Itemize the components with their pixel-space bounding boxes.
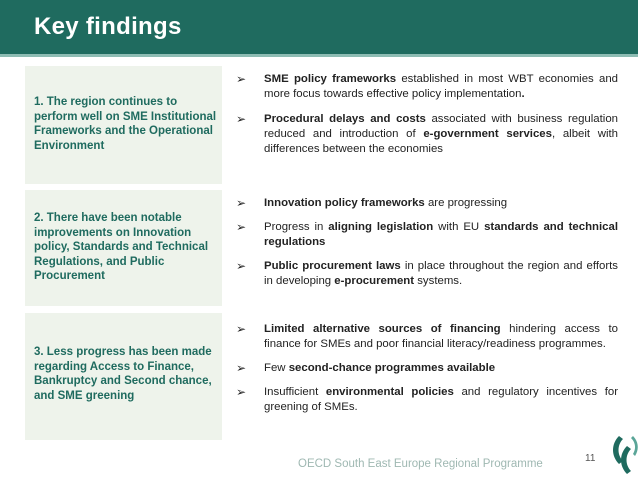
arrow-bullet-icon: ➢ bbox=[236, 259, 247, 273]
bullet-bold-phrase: Public procurement laws bbox=[264, 260, 401, 272]
finding-box-1: 1. The region continues to perform well … bbox=[25, 66, 222, 184]
arrow-bullet-icon: ➢ bbox=[236, 220, 247, 234]
arrow-bullet-icon: ➢ bbox=[236, 385, 247, 399]
bullet-text-segment: hindering access to finance for SMEs and… bbox=[264, 323, 618, 350]
bullet-text-segment: Progress in bbox=[264, 221, 329, 233]
finding-label-3: 3. Less progress has been made regarding… bbox=[34, 346, 212, 402]
bullet-item: ➢ Progress in aligning legislation with … bbox=[236, 220, 618, 250]
bullet-text: Procedural delays and costs associated w… bbox=[264, 113, 618, 155]
bullet-bold-phrase: standards and technical regulations bbox=[264, 221, 618, 248]
arrow-bullet-icon: ➢ bbox=[236, 322, 247, 336]
bullet-item: ➢ Few second-chance programmes available bbox=[236, 361, 618, 376]
bullet-item: ➢ Public procurement laws in place throu… bbox=[236, 259, 618, 289]
bullet-text-segment: associated with business regulation redu… bbox=[264, 113, 618, 140]
arrow-bullet-icon: ➢ bbox=[236, 112, 247, 126]
bullet-text: Progress in aligning legislation with EU… bbox=[264, 221, 618, 248]
arrow-bullet-icon: ➢ bbox=[236, 72, 247, 86]
arrow-bullet-icon: ➢ bbox=[236, 361, 247, 375]
bullet-bold-phrase: e-government services bbox=[423, 128, 552, 140]
bullet-bold-phrase: environmental policies bbox=[325, 386, 454, 398]
bullet-bold-phrase: Procedural delays and costs bbox=[264, 113, 426, 125]
bullet-text: Few second-chance programmes available bbox=[264, 362, 495, 374]
bullet-text-segment: , albeit with differences between the ec… bbox=[264, 128, 619, 155]
finding-box-2: 2. There have been notable improvements … bbox=[25, 190, 222, 306]
bullet-bold-phrase: Innovation policy frameworks bbox=[264, 197, 425, 209]
bullet-text: Innovation policy frameworks are progres… bbox=[264, 197, 507, 209]
bullet-bold-phrase: . bbox=[521, 88, 525, 100]
bullet-text-segment: Insufficient bbox=[264, 386, 326, 398]
bullet-item: ➢ Insufficient environmental policies an… bbox=[236, 385, 618, 415]
arrow-bullet-icon: ➢ bbox=[236, 196, 247, 210]
bullet-bold-phrase: SME policy frameworks bbox=[264, 73, 397, 85]
bullet-text-segment: Few bbox=[264, 362, 289, 374]
finding-bullets-3: ➢ Limited alternative sources of financi… bbox=[236, 322, 618, 415]
page-title: Key findings bbox=[34, 13, 182, 40]
bullet-item: ➢ Limited alternative sources of financi… bbox=[236, 322, 618, 352]
bullet-text: Limited alternative sources of financing… bbox=[264, 323, 618, 350]
bullet-text: SME policy frameworks established in mos… bbox=[264, 73, 618, 100]
bullet-text: Insufficient environmental policies and … bbox=[264, 386, 618, 413]
finding-label-2: 2. There have been notable improvements … bbox=[34, 212, 209, 282]
finding-box-3: 3. Less progress has been made regarding… bbox=[25, 313, 222, 440]
bullet-bold-phrase: Limited alternative sources of financing bbox=[264, 323, 501, 335]
finding-label-1: 1. The region continues to perform well … bbox=[34, 96, 217, 152]
bullet-item: ➢ Procedural delays and costs associated… bbox=[236, 112, 618, 157]
bullet-bold-phrase: aligning legislation bbox=[328, 221, 434, 233]
header-bar: Key findings bbox=[0, 0, 638, 57]
header-underline bbox=[0, 54, 638, 57]
bullet-bold-phrase: second-chance programmes available bbox=[288, 362, 496, 374]
oecd-logo-icon bbox=[613, 436, 638, 474]
finding-bullets-2: ➢ Innovation policy frameworks are progr… bbox=[236, 196, 618, 289]
bullet-text-segment: systems. bbox=[414, 275, 463, 287]
bullet-text-segment: with EU bbox=[433, 221, 485, 233]
bullet-item: ➢ Innovation policy frameworks are progr… bbox=[236, 196, 618, 211]
bullet-text-segment: in place throughout the region and effor… bbox=[264, 260, 618, 287]
finding-bullets-1: ➢ SME policy frameworks established in m… bbox=[236, 72, 618, 157]
bullet-text-segment: are progressing bbox=[424, 197, 508, 209]
bullet-text-segment: established in most WBT economies and mo… bbox=[264, 73, 619, 100]
page-number: 11 bbox=[585, 453, 596, 464]
bullet-text: Public procurement laws in place through… bbox=[264, 260, 618, 287]
footer-programme-name: OECD South East Europe Regional Programm… bbox=[298, 458, 543, 470]
bullet-bold-phrase: e-procurement bbox=[334, 275, 415, 287]
bullet-item: ➢ SME policy frameworks established in m… bbox=[236, 72, 618, 102]
bullet-text-segment: and regulatory incentives for greening o… bbox=[264, 386, 618, 413]
